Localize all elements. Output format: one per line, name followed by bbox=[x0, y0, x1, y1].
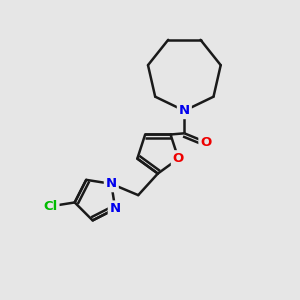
Text: O: O bbox=[173, 152, 184, 165]
Text: Cl: Cl bbox=[43, 200, 58, 213]
Text: N: N bbox=[106, 177, 117, 190]
Text: N: N bbox=[110, 202, 121, 215]
Text: N: N bbox=[179, 104, 190, 117]
Text: O: O bbox=[200, 136, 211, 148]
